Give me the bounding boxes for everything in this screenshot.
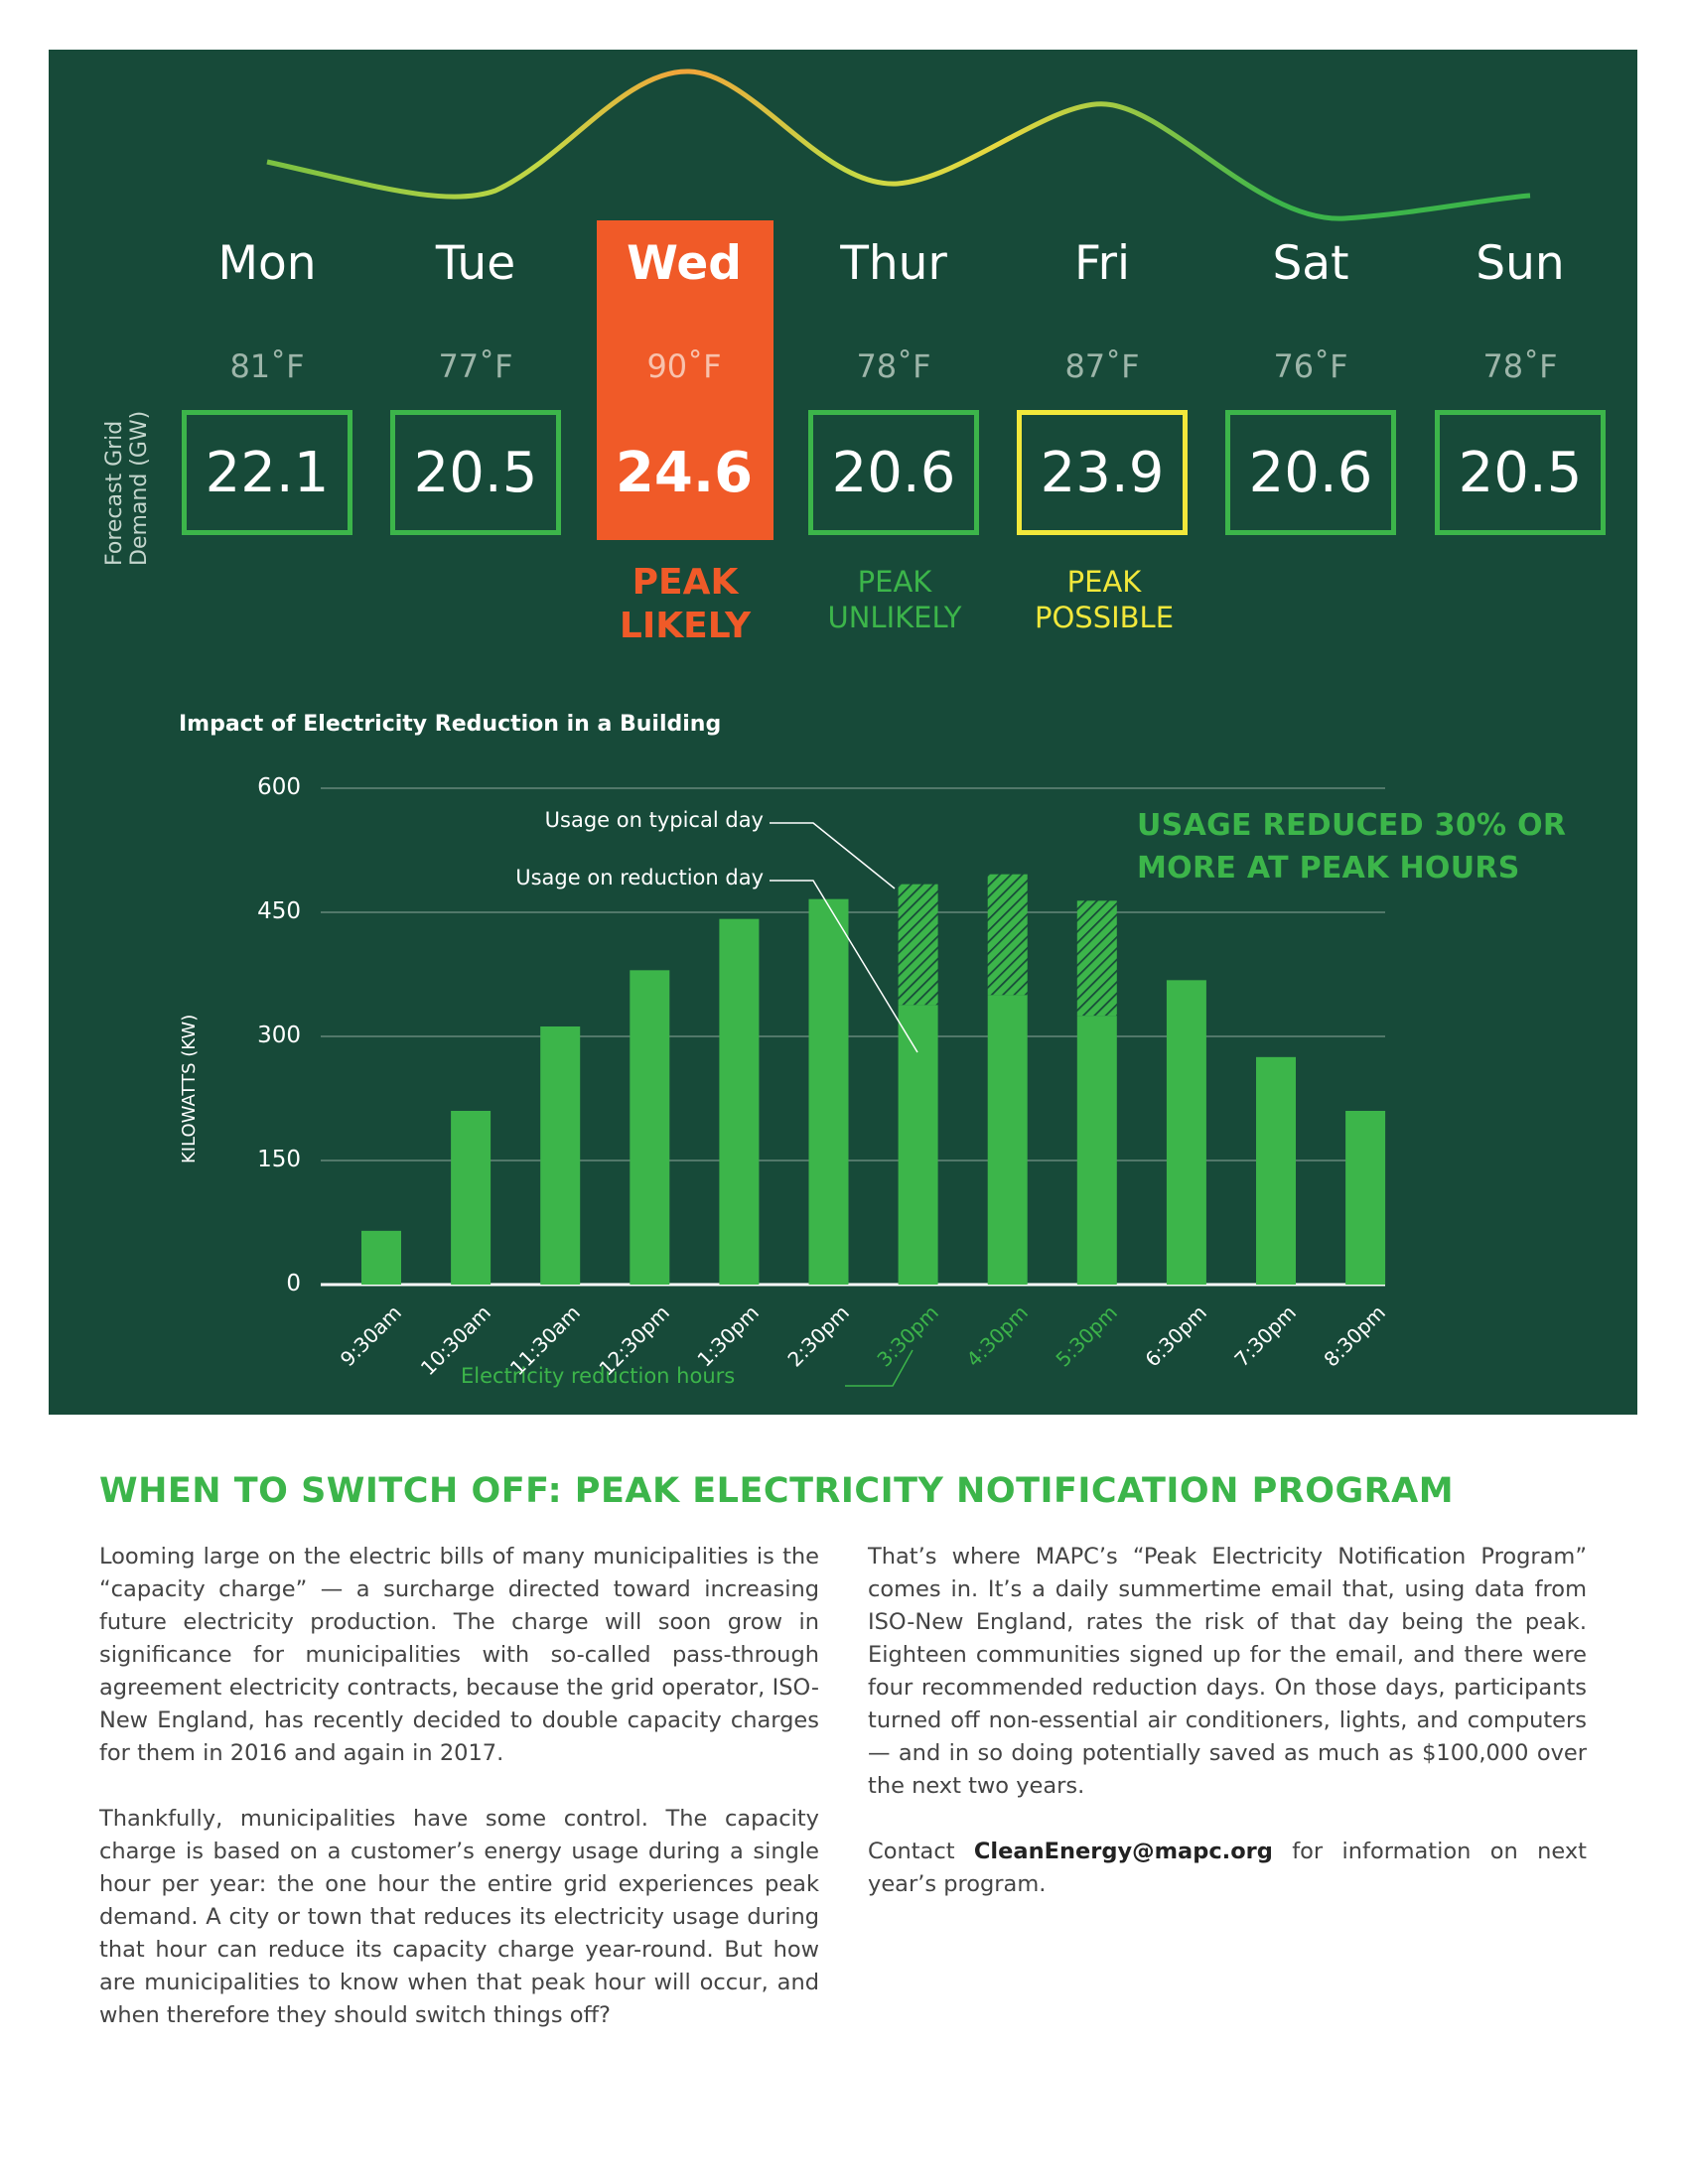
callout-line2: MORE AT PEAK HOURS	[1137, 851, 1520, 886]
bar-typical-excess	[987, 874, 1028, 996]
day-name: Mon	[217, 236, 317, 291]
x-tick-label: 9:30am	[335, 1300, 406, 1372]
bar-reduction-day	[719, 918, 760, 1285]
chart-title: Impact of Electricity Reduction in a Bui…	[179, 712, 722, 737]
day-temperature: 78˚F	[1482, 347, 1558, 385]
contact-text-after: for information on next year’s program.	[868, 1839, 1587, 1897]
demand-value-box: 20.5	[390, 410, 561, 535]
demand-value-box: 22.1	[182, 410, 352, 535]
bar-reduction-day	[540, 1026, 581, 1285]
bar-reduction-day	[361, 1230, 401, 1285]
article-right-column: That’s where MAPC’s “Peak Electricity No…	[868, 1541, 1587, 1934]
demand-value-box: 20.6	[808, 410, 979, 535]
x-tick-label: 6:30pm	[1140, 1300, 1211, 1372]
callout-line1: USAGE REDUCED 30% OR	[1137, 808, 1567, 843]
day-temperature: 78˚F	[856, 347, 931, 385]
status-peak-likely: PEAK LIKELY	[556, 561, 814, 648]
x-tick-label: 8:30pm	[1319, 1300, 1391, 1372]
forecast-y-label-line2: Demand (GW)	[127, 410, 152, 566]
day-name: Sun	[1476, 236, 1565, 291]
day-temperature: 87˚F	[1064, 347, 1140, 385]
bar-reduction-day	[451, 1111, 492, 1285]
x-tick-label: 3:30pm	[872, 1300, 943, 1372]
article-left-paragraph-1: Looming large on the electric bills of m…	[99, 1544, 819, 1766]
forecast-y-label-line1: Forecast Grid	[102, 420, 127, 566]
demand-curve-line	[266, 68, 1531, 221]
article-left-paragraph-2: Thankfully, municipalities have some con…	[99, 1806, 819, 2028]
bar-reduction-day	[1256, 1056, 1296, 1285]
day-temperature: 76˚F	[1273, 347, 1348, 385]
status-peak-possible: PEAK POSSIBLE	[975, 564, 1233, 635]
contact-text: Contact	[868, 1839, 974, 1864]
article-left-column: Looming large on the electric bills of m…	[99, 1541, 819, 2065]
day-name: Fri	[1074, 236, 1130, 291]
bar-reduction-day	[1166, 980, 1206, 1285]
annotation-typical-day: Usage on typical day	[544, 808, 764, 832]
demand-value-box: 24.6	[615, 440, 754, 505]
annotation-reduction-day: Usage on reduction day	[515, 866, 764, 889]
bar-reduction-day	[1076, 1016, 1117, 1285]
article-heading: WHEN TO SWITCH OFF: PEAK ELECTRICITY NOT…	[99, 1471, 1455, 1511]
demand-curve	[266, 68, 1531, 221]
x-tick-label: 7:30pm	[1229, 1300, 1301, 1372]
status-possible-line2: POSSIBLE	[1034, 601, 1175, 634]
infographic-panel: Forecast Grid Demand (GW) Mon 81˚F 22.1 Tue…	[49, 50, 1637, 1415]
bar-reduction-day	[987, 995, 1028, 1285]
day-name: Thur	[840, 236, 947, 291]
status-likely-line2: LIKELY	[619, 606, 752, 646]
x-tick-label: 5:30pm	[1051, 1300, 1122, 1372]
bar-reduction-day	[630, 970, 670, 1285]
chart-y-label: KILOWATTS (KW)	[179, 1014, 200, 1163]
day-temperature: 77˚F	[438, 347, 513, 385]
bar-reduction-day	[1345, 1111, 1386, 1285]
article-right-paragraph-2: Contact CleanEnergy@mapc.org for informa…	[868, 1836, 1587, 1901]
reduction-day-leader	[770, 880, 918, 1053]
bar-reduction-day	[808, 898, 849, 1285]
typical-day-leader	[770, 822, 896, 889]
demand-value-box: 23.9	[1017, 410, 1188, 535]
article-right-paragraph-1: That’s where MAPC’s “Peak Electricity No…	[868, 1544, 1587, 1799]
bar-reduction-day	[898, 1005, 938, 1285]
day-name: Wed	[627, 236, 742, 291]
x-tick-label: 2:30pm	[781, 1300, 854, 1372]
y-tick-label: 150	[257, 1147, 301, 1172]
bar-typical-excess	[898, 884, 938, 1006]
status-likely-line1: PEAK	[632, 562, 739, 603]
demand-value-box: 20.5	[1435, 410, 1606, 535]
wednesday-highlight	[597, 220, 774, 540]
y-tick-label: 450	[257, 898, 301, 924]
status-unlikely-line2: UNLIKELY	[827, 601, 962, 634]
day-name: Sat	[1272, 236, 1349, 291]
chart-callout: USAGE REDUCED 30% OR MORE AT PEAK HOURS	[1137, 804, 1566, 889]
demand-value-box: 20.6	[1225, 410, 1396, 535]
status-possible-line1: PEAK	[1066, 565, 1142, 599]
forecast-y-label: Forecast Grid Demand (GW)	[102, 411, 152, 566]
bar-typical-excess	[1076, 900, 1117, 1017]
day-temperature: 81˚F	[229, 347, 305, 385]
x-tick-label: 4:30pm	[961, 1300, 1033, 1372]
y-tick-label: 0	[286, 1271, 301, 1297]
day-temperature: 90˚F	[646, 347, 722, 385]
annotation-reduction-hours: Electricity reduction hours	[461, 1364, 736, 1388]
y-tick-label: 300	[257, 1023, 301, 1048]
contact-email-link[interactable]: CleanEnergy@mapc.org	[973, 1839, 1273, 1864]
status-unlikely-line1: PEAK	[857, 565, 932, 599]
status-peak-unlikely: PEAK UNLIKELY	[766, 564, 1024, 635]
day-name: Tue	[435, 236, 516, 291]
y-tick-label: 600	[257, 774, 301, 800]
